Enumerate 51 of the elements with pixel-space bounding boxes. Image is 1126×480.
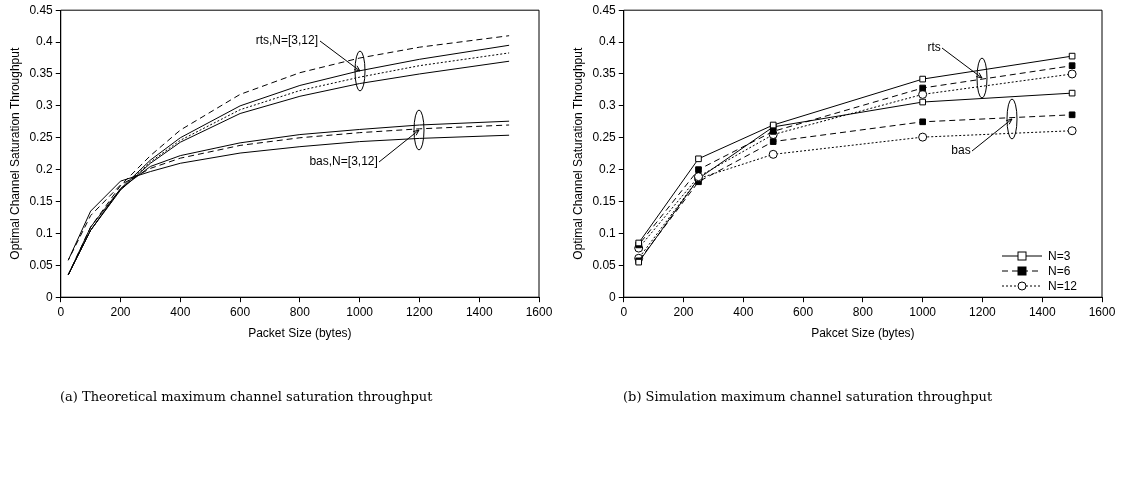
y-tick-label: 0.1 <box>599 225 617 240</box>
y-tick-label: 0.4 <box>36 34 54 49</box>
x-tick-label: 1000 <box>346 304 374 319</box>
x-tick-label: 1400 <box>465 304 493 319</box>
y-axis-title: Optimal Channel Saturation Throughput <box>570 47 585 260</box>
x-axis-title: Packet Size (bytes) <box>248 326 352 341</box>
y-tick-label: 0.1 <box>36 225 54 240</box>
y-tick-label: 0.4 <box>599 34 617 49</box>
y-tick-label: 0.45 <box>592 2 617 17</box>
y-tick-label: 0.15 <box>592 193 617 208</box>
y-tick-label: 0.35 <box>592 66 617 81</box>
y-tick-label: 0.2 <box>36 161 54 176</box>
annotation: rts,N=[3,12] <box>255 32 319 47</box>
x-tick-label: 400 <box>170 304 191 319</box>
x-tick-label: 800 <box>289 304 311 319</box>
x-tick-label: 600 <box>230 304 251 319</box>
x-tick-label: 0 <box>57 304 65 319</box>
x-tick-label: 0 <box>620 304 628 319</box>
text: (a) Theoretical maximum channel saturation throughput <box>60 388 434 406</box>
x-tick-label: 1400 <box>1028 304 1056 319</box>
x-tick-label: 1600 <box>1088 304 1116 319</box>
x-tick-label: 1600 <box>525 304 553 319</box>
x-tick-label: 1200 <box>969 304 997 319</box>
y-tick-label: 0.05 <box>29 257 54 272</box>
x-tick-label: 200 <box>673 304 694 319</box>
y-tick-label: 0.15 <box>29 193 54 208</box>
legend-label: N=6 <box>1048 263 1072 278</box>
annotation: bas,N=[3,12] <box>309 154 378 169</box>
y-tick-label: 0 <box>609 289 617 304</box>
x-tick-label: 1000 <box>909 304 937 319</box>
y-tick-label: 0.2 <box>599 161 617 176</box>
y-tick-label: 0 <box>46 289 54 304</box>
y-axis-title: Optimal Channel Saturation Throughput <box>7 47 22 260</box>
x-tick-label: 200 <box>110 304 131 319</box>
annotation: rts <box>927 40 941 55</box>
x-axis-title: Pakcet Size (bytes) <box>811 326 915 341</box>
y-tick-label: 0.45 <box>29 2 54 17</box>
y-tick-label: 0.3 <box>36 98 54 113</box>
annotation: bas <box>951 142 971 157</box>
x-tick-label: 800 <box>852 304 874 319</box>
x-tick-label: 400 <box>733 304 754 319</box>
legend-label: N=3 <box>1048 248 1072 263</box>
text: (b) Simulation maximum channel saturation throughput <box>623 388 994 406</box>
y-tick-label: 0.25 <box>29 130 54 145</box>
y-tick-label: 0.05 <box>592 257 617 272</box>
x-tick-label: 1200 <box>406 304 434 319</box>
y-tick-label: 0.3 <box>599 98 617 113</box>
y-tick-label: 0.25 <box>592 130 617 145</box>
legend-label: N=12 <box>1048 278 1079 293</box>
y-tick-label: 0.35 <box>29 66 54 81</box>
x-tick-label: 600 <box>793 304 814 319</box>
